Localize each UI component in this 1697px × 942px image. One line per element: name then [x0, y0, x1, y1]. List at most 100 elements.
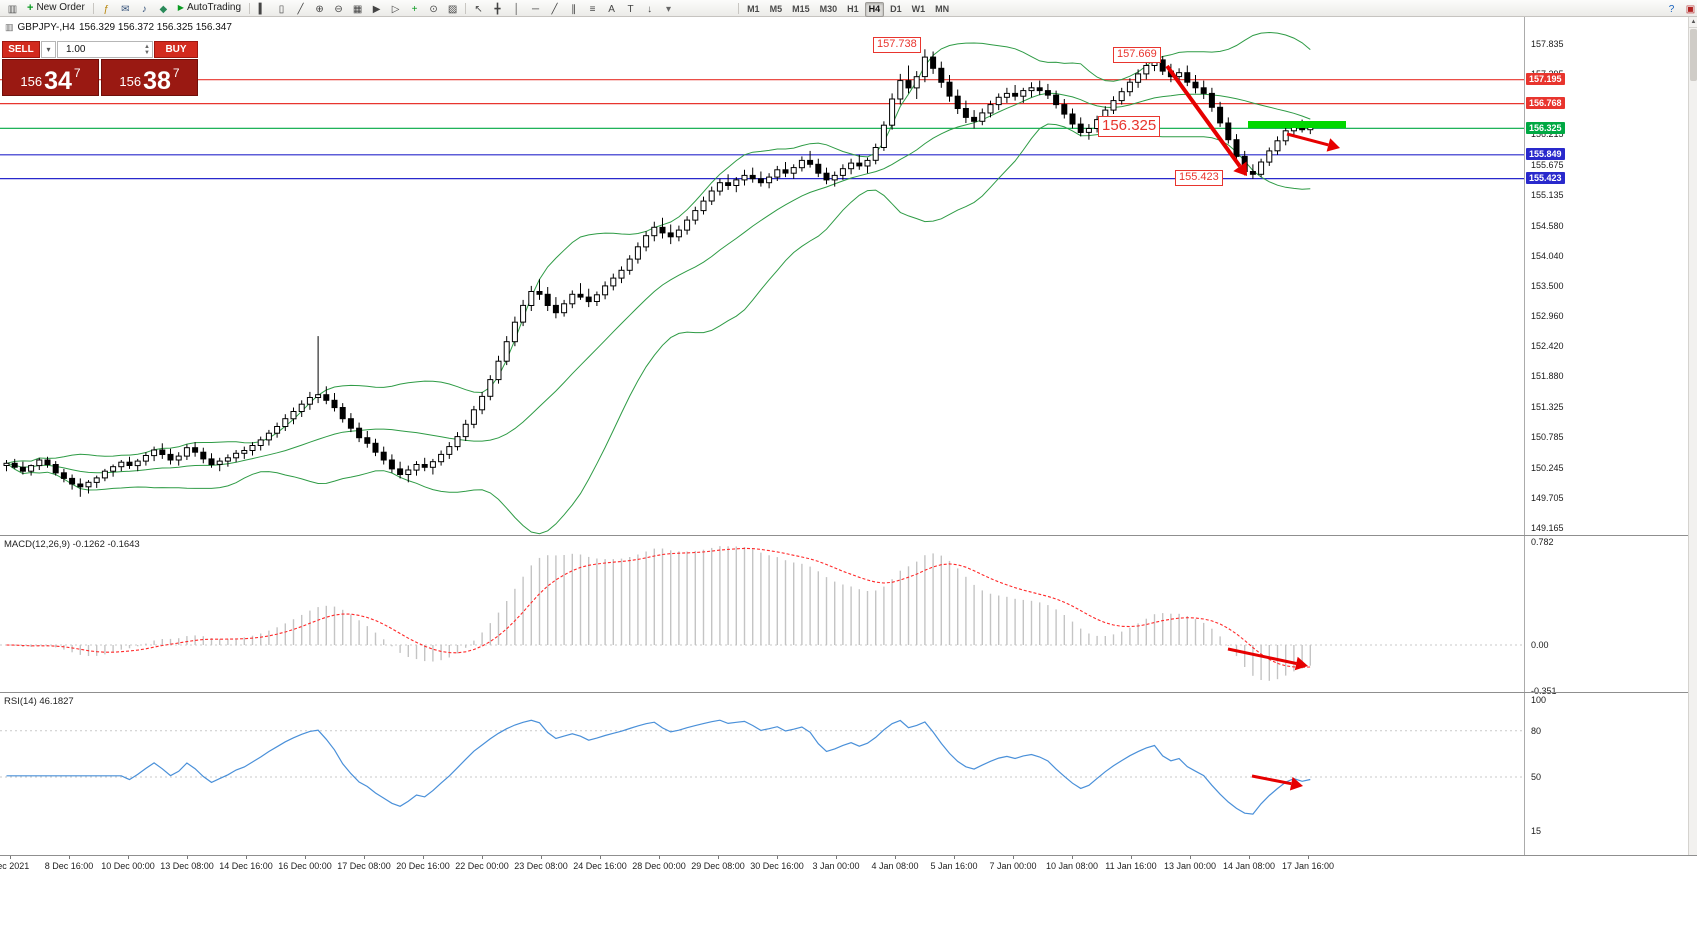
- alerts-icon[interactable]: ♪: [141, 4, 147, 15]
- toolbar-separator: [249, 2, 251, 14]
- chart-shift-icon[interactable]: ▷: [391, 4, 400, 15]
- order-type-dropdown[interactable]: ▾: [41, 41, 56, 58]
- timeframe-w1[interactable]: W1: [911, 4, 926, 14]
- time-label: 13 Dec 08:00: [160, 861, 214, 871]
- toolbar-separator: [92, 2, 94, 14]
- price-tick: 155.135: [1531, 189, 1564, 200]
- tile-windows-icon[interactable]: ▦: [352, 4, 363, 15]
- chart-title: ▥ GBPJPY-,H4 156.329 156.372 156.325 156…: [5, 22, 232, 33]
- text-icon[interactable]: A: [608, 4, 615, 15]
- market-icon[interactable]: ◆: [159, 4, 168, 15]
- time-tick: [187, 856, 188, 859]
- time-label: 10 Dec 00:00: [101, 861, 155, 871]
- expert-advisors-icon[interactable]: ƒ: [103, 4, 110, 15]
- time-label: 10 Jan 08:00: [1045, 861, 1099, 871]
- charts-icon[interactable]: ▥: [7, 4, 18, 15]
- zoom-out-icon[interactable]: ⊖: [334, 4, 343, 15]
- timeframe-h4[interactable]: H4: [864, 1, 885, 17]
- rsi-label: RSI(14) 46.1827: [4, 696, 74, 707]
- cursor-icon[interactable]: ↖: [474, 4, 483, 15]
- auto-scroll-icon[interactable]: ▶: [372, 4, 381, 15]
- vertical-line-icon[interactable]: │: [513, 4, 520, 15]
- zoom-in-icon[interactable]: ⊕: [315, 4, 324, 15]
- timeframe-h1[interactable]: H1: [847, 4, 859, 14]
- price-callout[interactable]: 157.738: [873, 37, 921, 53]
- indicators-icon[interactable]: +: [411, 4, 418, 15]
- arrows-dropdown-icon[interactable]: ▾: [666, 4, 672, 15]
- sell-price-prefix: 156: [20, 74, 43, 89]
- toolbar: ▥ + New Order ƒ ✉ ♪ ◆ ▶ AutoTrading ▍ ▯ ╱ ⊕ ⊖ ▦ ▶…: [0, 0, 1697, 17]
- time-tick: [1308, 856, 1309, 859]
- timeframe-m1[interactable]: M1: [747, 4, 760, 14]
- price-axis[interactable]: 157.835157.295156.215155.675155.135154.5…: [1524, 16, 1689, 855]
- price-callout[interactable]: 156.325: [1098, 116, 1161, 137]
- arrows-icon[interactable]: ↓: [647, 4, 653, 15]
- time-tick: [1249, 856, 1250, 859]
- price-chart-svg: [0, 31, 1524, 535]
- price-tick: 154.580: [1531, 220, 1564, 231]
- time-label: 16 Dec 00:00: [278, 861, 332, 871]
- price-callout[interactable]: 155.423: [1175, 170, 1223, 186]
- sell-price-button[interactable]: 156 34 7: [2, 59, 99, 96]
- timeframe-m15[interactable]: M15: [792, 4, 810, 14]
- trendline-icon[interactable]: ╱: [551, 4, 558, 15]
- bar-chart-icon[interactable]: ▍: [258, 4, 267, 15]
- time-label: 23 Dec 08:00: [514, 861, 568, 871]
- time-axis[interactable]: Dec 2021 8 Dec 16:00 10 Dec 00:00 13 Dec 08…: [0, 855, 1697, 882]
- panel-separator[interactable]: [0, 692, 1697, 693]
- time-tick: [777, 856, 778, 859]
- periods-icon[interactable]: ⊙: [429, 4, 438, 15]
- candlestick-chart-icon[interactable]: ▯: [278, 4, 285, 15]
- time-tick: [541, 856, 542, 859]
- channel-icon[interactable]: ∥: [571, 4, 577, 15]
- price-tick: 153.500: [1531, 280, 1564, 291]
- time-label: 24 Dec 16:00: [573, 861, 627, 871]
- main-chart[interactable]: ▥ GBPJPY-,H4 156.329 156.372 156.325 156…: [0, 16, 1524, 535]
- time-tick: [718, 856, 719, 859]
- time-tick: [1013, 856, 1014, 859]
- mailbox-icon[interactable]: ✉: [121, 4, 130, 15]
- help-icon[interactable]: ?: [1668, 4, 1675, 15]
- scrollbar-thumb[interactable]: [1690, 29, 1697, 81]
- autotrading-button[interactable]: ▶ AutoTrading: [173, 1, 246, 15]
- layout-icon[interactable]: ▣: [1685, 4, 1696, 15]
- toolbar-separator: [465, 2, 467, 14]
- plus-icon: +: [27, 2, 34, 14]
- volume-input[interactable]: 1.00 ▲ ▼: [57, 41, 153, 58]
- price-tick: 149.165: [1531, 522, 1564, 533]
- scroll-up-icon[interactable]: ▲: [1689, 16, 1697, 28]
- price-tick: 151.325: [1531, 402, 1564, 413]
- volume-up-icon[interactable]: ▲: [144, 43, 150, 50]
- line-chart-icon[interactable]: ╱: [297, 4, 304, 15]
- buy-button[interactable]: BUY: [154, 41, 198, 58]
- time-tick: [600, 856, 601, 859]
- price-tick: 154.040: [1531, 250, 1564, 261]
- time-label: 17 Jan 16:00: [1281, 861, 1335, 871]
- price-tick: 149.705: [1531, 492, 1564, 503]
- price-callout[interactable]: 157.669: [1113, 47, 1161, 63]
- crosshair-icon[interactable]: ╋: [494, 4, 501, 15]
- volume-value: 1.00: [66, 44, 86, 55]
- templates-icon[interactable]: ▨: [447, 4, 458, 15]
- text-label-icon[interactable]: T: [627, 4, 634, 15]
- macd-panel[interactable]: MACD(12,26,9) -0.1262 -0.1643: [0, 537, 1524, 691]
- sell-button[interactable]: SELL: [2, 41, 40, 58]
- new-order-button[interactable]: + New Order: [22, 1, 90, 15]
- timeframe-m30[interactable]: M30: [819, 4, 838, 14]
- scrollbar[interactable]: ▲: [1688, 16, 1697, 855]
- timeframe-m5[interactable]: M5: [769, 4, 783, 14]
- rsi-panel[interactable]: RSI(14) 46.1827: [0, 694, 1524, 854]
- time-tick: [1190, 856, 1191, 859]
- buy-price-button[interactable]: 156 38 7: [101, 59, 198, 96]
- volume-down-icon[interactable]: ▼: [144, 49, 150, 56]
- price-badge: 155.849: [1526, 148, 1565, 161]
- highlight-line: [1248, 121, 1346, 128]
- fibonacci-icon[interactable]: ≡: [589, 4, 596, 15]
- price-badge: 156.768: [1526, 97, 1565, 110]
- horizontal-line-icon[interactable]: ─: [532, 4, 540, 15]
- timeframe-mn[interactable]: MN: [935, 4, 950, 14]
- buy-price-prefix: 156: [119, 74, 142, 89]
- timeframe-d1[interactable]: D1: [890, 4, 902, 14]
- ohlc-values: 156.329 156.372 156.325 156.347: [78, 22, 232, 33]
- panel-separator[interactable]: [0, 535, 1697, 536]
